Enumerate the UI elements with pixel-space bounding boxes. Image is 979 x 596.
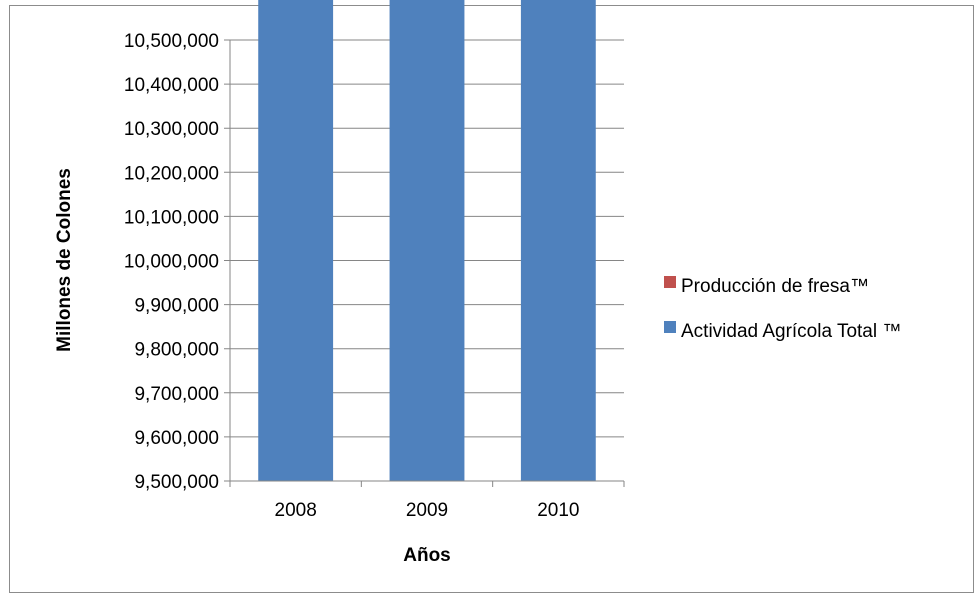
y-tick-label: 9,900,000 [134, 296, 219, 317]
x-tick-label: 2009 [406, 500, 448, 521]
y-tick-label: 9,600,000 [134, 428, 219, 449]
y-tick-label: 10,100,000 [124, 207, 219, 228]
legend-swatch [664, 276, 676, 288]
x-axis-title: Años [403, 545, 451, 566]
bar-2009-series-0 [389, 0, 465, 481]
y-tick-label: 10,400,000 [124, 75, 219, 96]
x-tick-label: 2008 [275, 500, 317, 521]
y-tick-label: 10,000,000 [124, 252, 219, 273]
legend-label: Actividad Agrícola Total ™ [681, 321, 901, 342]
legend-swatch [664, 321, 676, 333]
y-tick-label: 10,300,000 [124, 119, 219, 140]
y-tick-label: 9,500,000 [134, 472, 219, 493]
bar-2008-series-0 [258, 0, 334, 481]
bar-2010-series-0 [520, 0, 596, 481]
chart-frame [9, 5, 974, 593]
y-tick-label: 9,800,000 [134, 340, 219, 361]
legend-label: Producción de fresa™ [681, 276, 869, 297]
y-tick-label: 10,200,000 [124, 163, 219, 184]
y-tick-label: 9,700,000 [134, 384, 219, 405]
x-tick-label: 2010 [537, 500, 579, 521]
y-axis-title: Millones de Colones [54, 168, 75, 352]
y-tick-label: 10,500,000 [124, 31, 219, 52]
legend: Producción de fresa™ Actividad Agrícola T… [664, 276, 901, 342]
